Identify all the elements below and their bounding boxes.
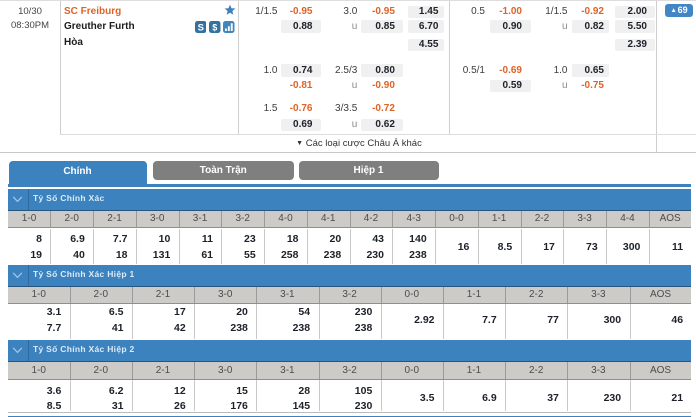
svg-text:$: $ [212,22,217,32]
svg-text:S: S [197,22,203,33]
